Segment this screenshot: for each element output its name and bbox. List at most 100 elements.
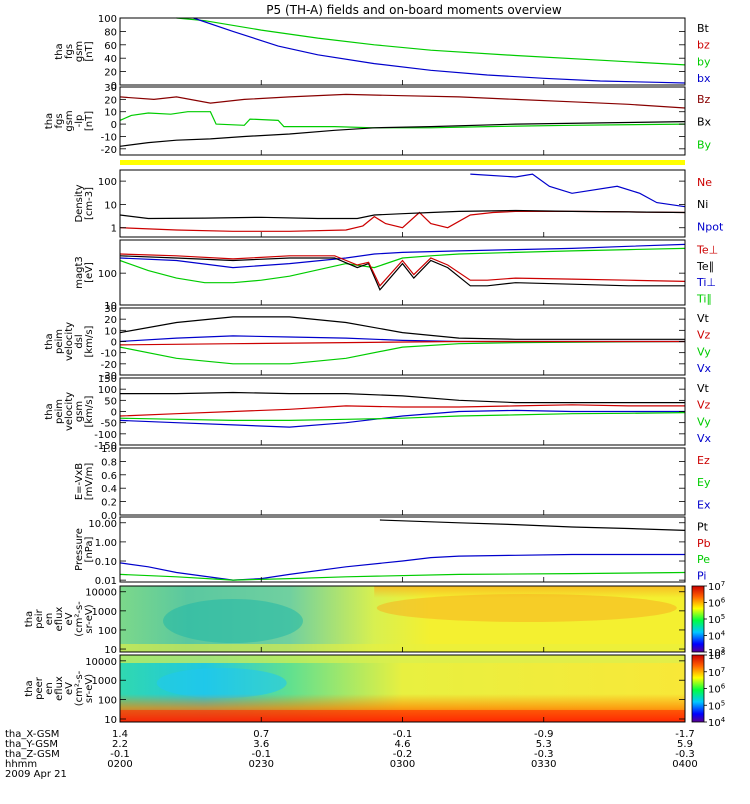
legend-label: Te∥ [696, 260, 714, 273]
footer-value: -0.9 [534, 729, 554, 740]
y-tick-label: 0.10 [95, 557, 117, 568]
colorbar-tick-base: 10 [708, 648, 721, 659]
y-axis-label: tha [24, 680, 35, 696]
legend-label: Ez [697, 454, 710, 467]
y-axis-label: (cm²-s- [74, 670, 85, 706]
series-line-1 [119, 553, 685, 581]
colorbar-tick-base: 10 [708, 718, 721, 729]
footer: tha_X-GSM 1.4 0.7 -0.1 -0.9 -1.7 tha_Y-GSM 2.2 3… [5, 729, 698, 780]
series-line-1 [119, 243, 686, 269]
y-tick-label: 10 [104, 326, 117, 337]
colorbar-tick-label: 104 [708, 716, 726, 729]
y-tick-label: -20 [101, 145, 117, 156]
series-line-2 [119, 412, 686, 421]
legend-label: Pt [697, 521, 709, 534]
colorbar-tick-label: 105 [708, 699, 725, 712]
y-axis-label: tha [44, 403, 55, 419]
colorbar-tick-base: 10 [708, 668, 721, 679]
footer-value: 0.7 [253, 729, 269, 740]
legend-label: Pe [697, 553, 710, 566]
colorbar-tick-exponent: 8 [721, 649, 725, 657]
series-line-4 [119, 253, 686, 287]
colorbar-tick-label: 104 [708, 630, 726, 643]
y-tick-label: 100 [98, 385, 117, 396]
footer-value: 5.9 [677, 739, 693, 750]
y-tick-label: -30 [101, 371, 117, 382]
y-tick-label: 0.2 [101, 498, 117, 509]
footer-value: -0.1 [393, 729, 413, 740]
y-axis-label: [km/s] [84, 395, 95, 427]
legend-label: Bx [697, 116, 712, 129]
y-tick-label: 0 [111, 338, 117, 349]
y-axis-label: tha [44, 113, 55, 129]
legend-label: Ti⊥ [696, 276, 716, 289]
y-tick-label: 0.6 [101, 471, 117, 482]
colorbar-tick-label: 106 [708, 597, 726, 610]
y-tick-label: 10 [104, 301, 117, 312]
y-axis-label: peer [34, 676, 45, 700]
colorbar [691, 585, 705, 653]
footer-value: 0300 [390, 759, 415, 770]
yellow-band [120, 160, 685, 165]
y-tick-label: -50 [101, 419, 117, 430]
series-line-1 [119, 409, 685, 428]
footer-value: 1.4 [112, 729, 128, 740]
series-line-2 [119, 571, 686, 581]
panel-4: Te⊥ Te∥ Ti⊥ Ti∥ 10 100 magt3 [eV] [74, 239, 718, 312]
colorbar-tick-base: 10 [708, 599, 721, 610]
footer-row-label: hhmm [5, 759, 37, 770]
series-line-3 [119, 404, 685, 417]
y-tick-label: 20 [104, 315, 117, 326]
legend-label: bx [697, 72, 711, 85]
y-tick-label: 100 [98, 14, 117, 25]
colorbar-tick-exponent: 7 [721, 580, 725, 588]
colorbar-tick-label: 103 [708, 646, 725, 659]
footer-value: 4.6 [395, 739, 411, 750]
legend-label: Vx [697, 432, 712, 445]
colorbar-tick-label: 108 [708, 649, 725, 662]
y-axis-label: magt3 [74, 256, 85, 289]
y-tick-label: 10 [104, 200, 117, 211]
legend-label: Vt [697, 382, 710, 395]
footer-value: -1.7 [675, 729, 695, 740]
y-axis-label: sr-eV) [84, 674, 95, 703]
y-tick-label: 0 [111, 81, 117, 92]
y-axis-label: dsl [74, 334, 85, 348]
footer-value: 5.3 [536, 739, 552, 750]
y-tick-label: -100 [94, 430, 117, 441]
y-axis-label: fgs [54, 113, 65, 128]
colorbar-tick-base: 10 [708, 685, 721, 696]
y-axis-label: tha [44, 333, 55, 349]
y-axis-label: eflux [54, 607, 65, 632]
y-tick-label: 10 [104, 715, 117, 726]
series-line-1 [176, 17, 686, 66]
footer-value: -0.3 [534, 749, 554, 760]
legend-label: Bz [697, 93, 711, 106]
y-axis-label: [nT] [84, 41, 95, 61]
y-axis-label: [cm-3] [84, 187, 95, 220]
y-axis-label: eV [64, 682, 75, 695]
legend-label: Ti∥ [696, 292, 712, 305]
footer-value: 3.6 [253, 739, 269, 750]
footer-value: 2.2 [112, 739, 128, 750]
colorbar-tick-exponent: 3 [721, 646, 725, 654]
colorbar-tick-exponent: 5 [721, 613, 725, 621]
y-tick-label: -10 [101, 349, 117, 360]
colorbar-tick-base: 10 [708, 632, 721, 643]
colorbar-tick-exponent: 4 [721, 630, 726, 638]
colorbar-tick-exponent: 6 [721, 683, 726, 691]
legend-label: by [697, 55, 711, 68]
footer-value: -0.1 [110, 749, 130, 760]
footer-row-label: tha_X-GSM [5, 729, 59, 740]
colorbar-tick-label: 106 [708, 683, 726, 696]
series-line-3 [470, 173, 686, 208]
legend-label: Vz [697, 399, 711, 412]
series-line-2 [193, 17, 686, 84]
y-axis-label: [eV] [84, 262, 95, 283]
panel-7: Ez Ey Ex 0.0 0.2 0.4 0.6 0.8 1.0 E=-VxB [mV/m] [74, 444, 711, 522]
legend-label: Vy [697, 415, 711, 428]
